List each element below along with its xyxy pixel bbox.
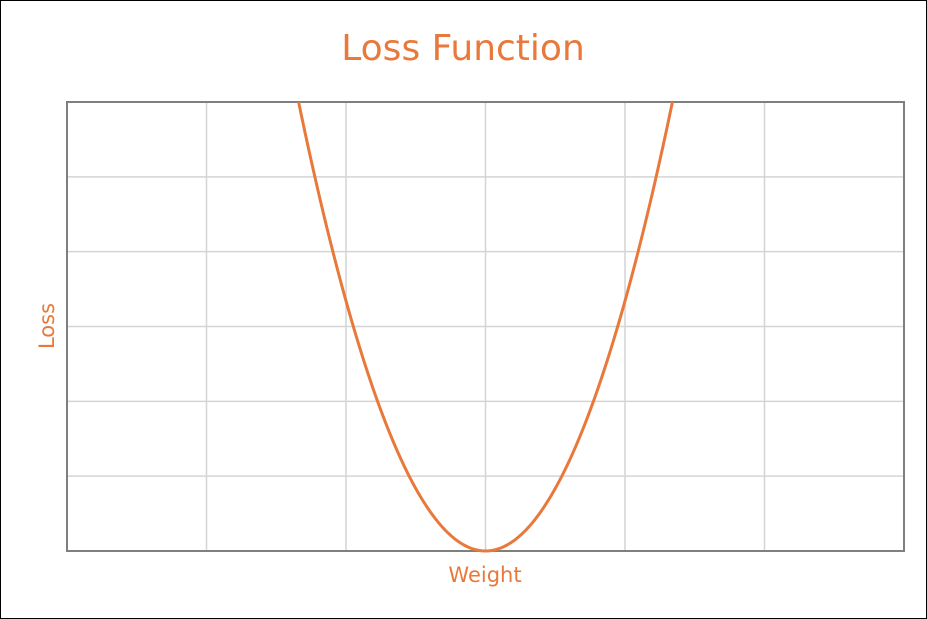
loss-curve-line [297,101,674,553]
x-axis-label: Weight [448,563,521,587]
grid [67,102,904,551]
y-axis-label: Loss [35,303,59,349]
chart-title: Loss Function [341,28,585,69]
